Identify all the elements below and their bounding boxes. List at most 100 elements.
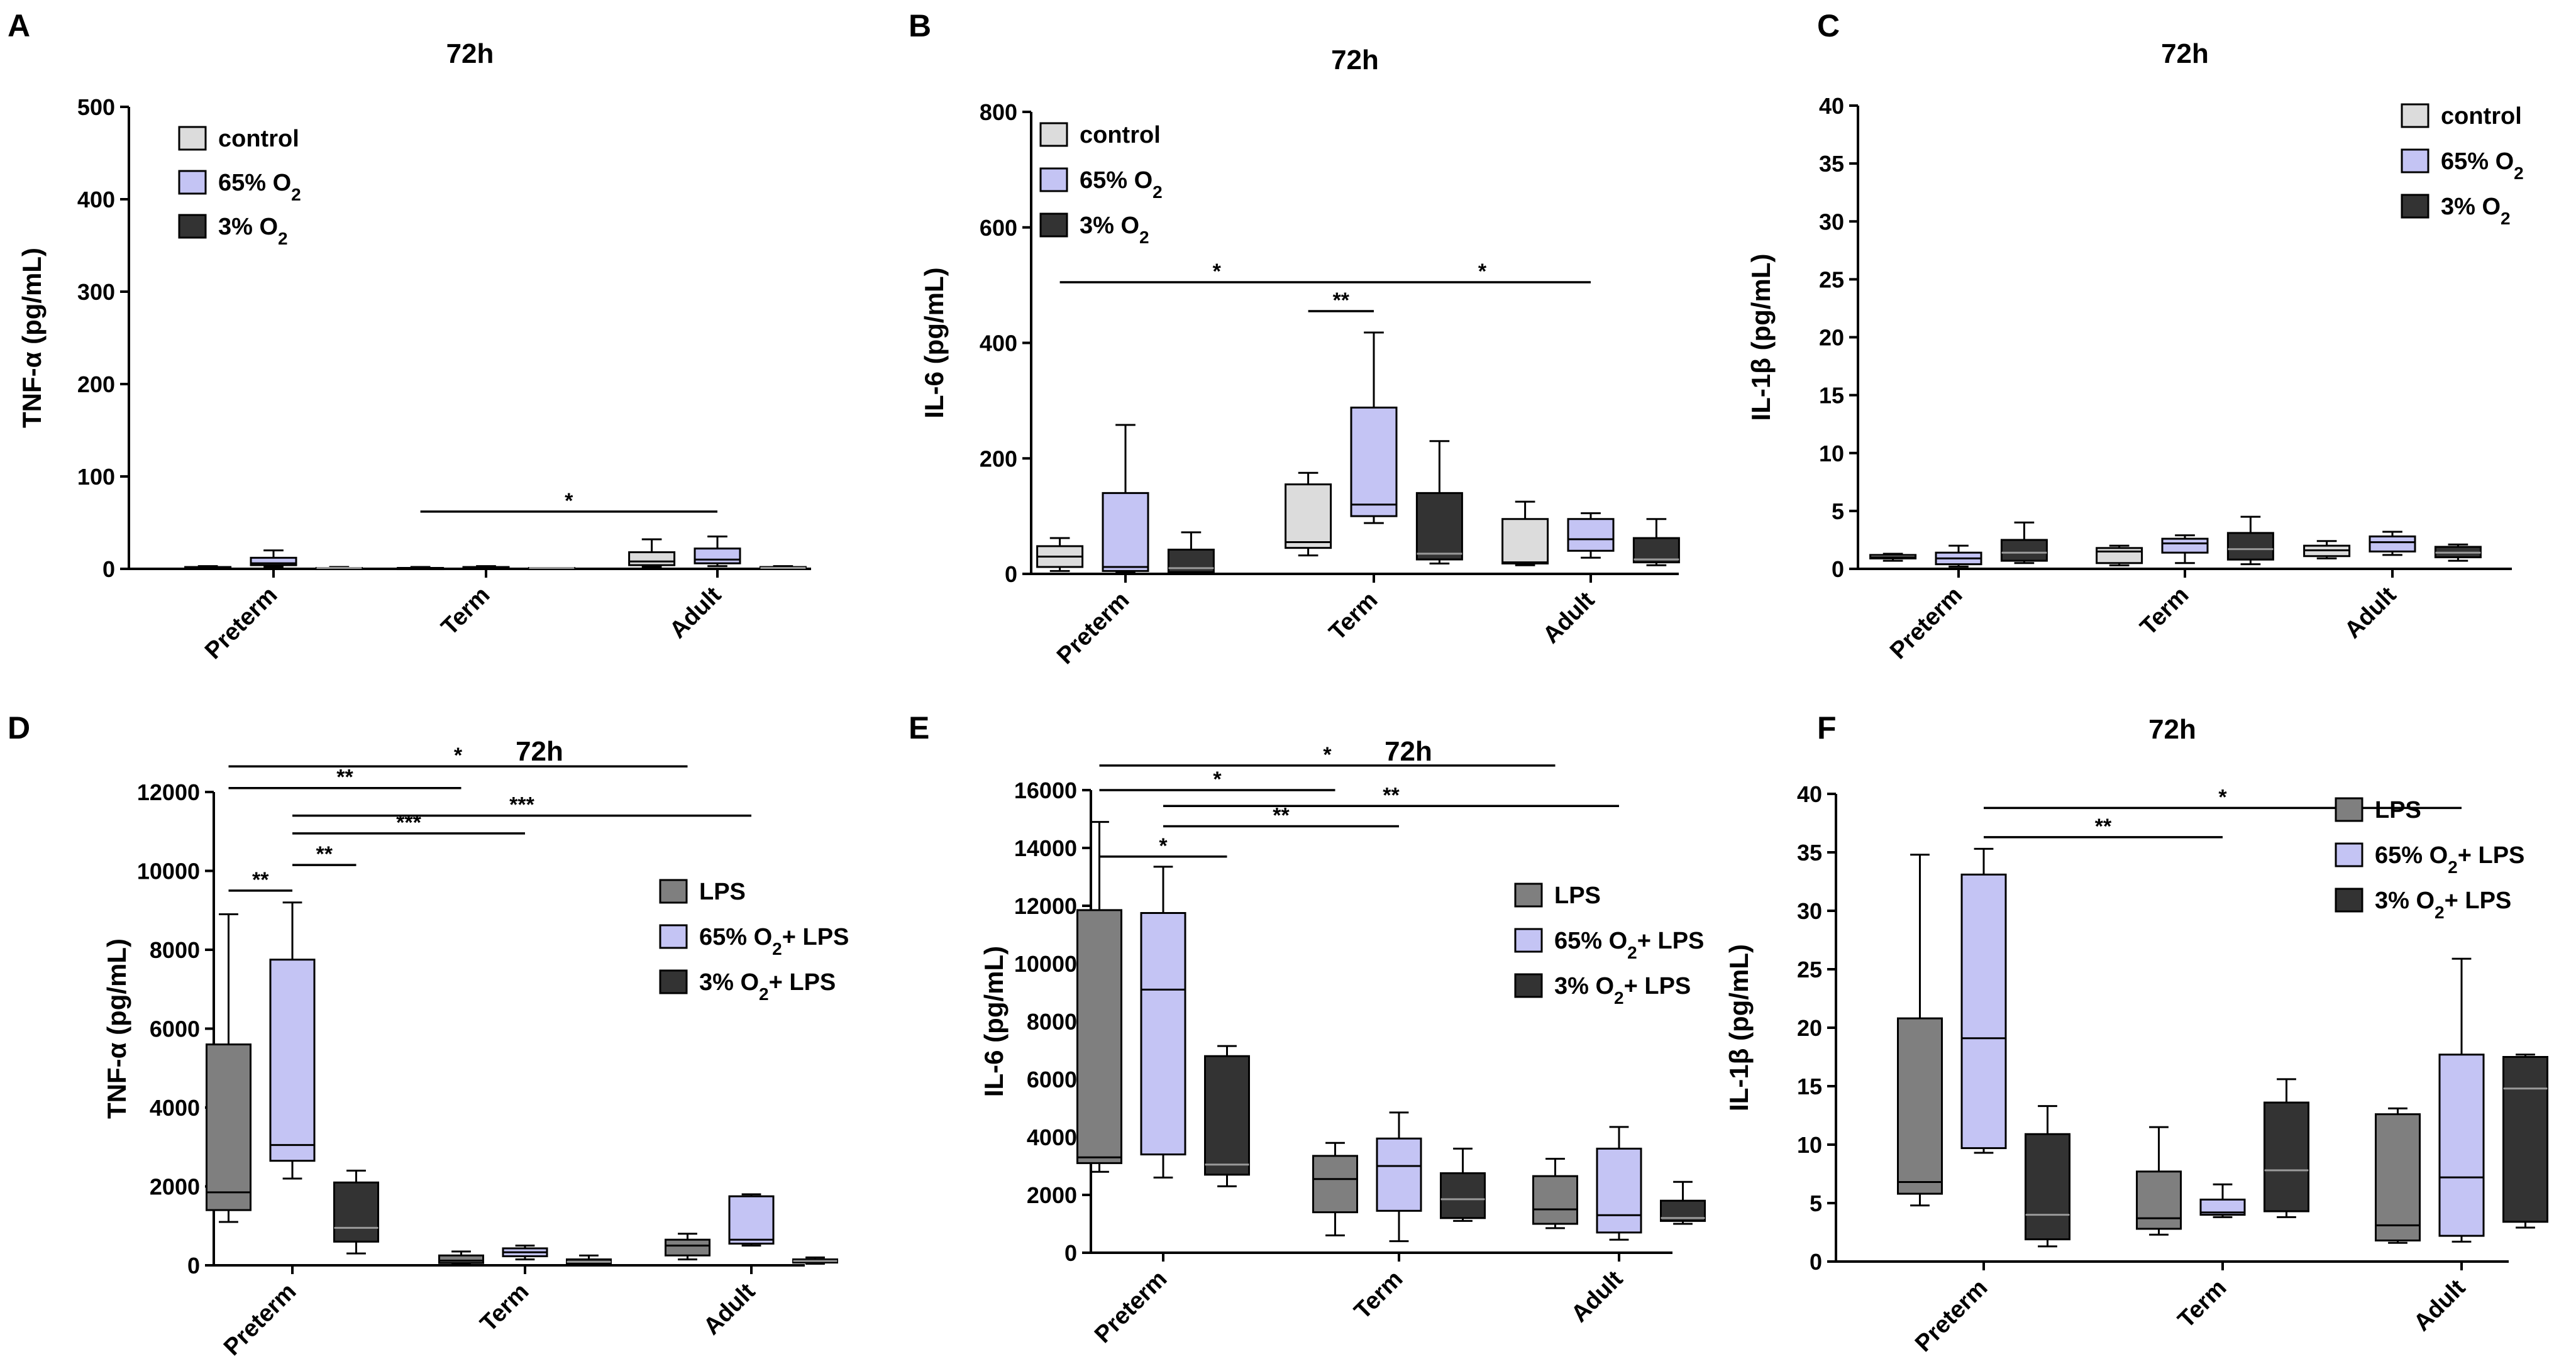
y-tick-label: 400 [77,187,115,212]
y-tick-label: 12000 [1014,893,1077,919]
box-term-1 [2199,1183,2246,1218]
box-term-0 [1312,1141,1358,1236]
box-iqr [1501,518,1549,564]
box-adult-0 [2303,540,2351,559]
box-adult-2 [1660,1180,1706,1225]
y-tick-label: 15 [1797,1074,1822,1099]
legend-swatch [2401,148,2430,173]
panel-letter: E [909,710,929,745]
box-iqr [333,1181,379,1243]
box-preterm-1 [1935,544,1982,568]
y-tick-label: 12000 [137,779,200,805]
box-preterm-1 [1960,847,2007,1154]
legend-item: LPS [659,879,746,905]
y-tick-label: 6000 [1027,1067,1077,1092]
y-tick-label: 16000 [1014,778,1077,803]
box-iqr [269,959,316,1162]
legend-item: control [1039,122,1161,148]
y-tick-label: 300 [77,279,115,305]
box-iqr [665,1238,710,1257]
y-tick-label: 0 [1064,1240,1077,1266]
legend-swatch [659,879,688,904]
box-adult-1 [728,1193,775,1247]
box-iqr [1076,909,1122,1164]
significance-label: * [565,489,573,513]
y-tick-label: 30 [1819,209,1844,234]
box-iqr [2000,539,2048,562]
y-tick-label: 40 [1819,93,1844,119]
box-adult-2 [1632,518,1680,566]
panel-letter: C [1817,8,1840,43]
box-adult-2 [2502,1053,2548,1229]
y-axis-label: TNF-α (pg/mL) [17,248,47,428]
box-iqr [2502,1056,2548,1223]
box-iqr [1567,518,1615,552]
box-preterm-2 [333,1169,379,1255]
legend-swatch [178,126,207,151]
box-adult-0 [628,538,676,568]
box-iqr [2369,535,2416,553]
box-iqr [1376,1137,1422,1212]
legend-swatch [1039,122,1068,147]
significance-label: ** [1333,289,1350,312]
box-adult-0 [665,1233,710,1261]
legend-label: control [218,126,299,152]
box-iqr [1140,912,1186,1156]
box-iqr [2375,1113,2421,1242]
y-tick-label: 600 [980,215,1017,241]
box-term-2 [2264,1078,2309,1218]
y-tick-label: 4000 [1027,1125,1077,1150]
box-term-2 [1440,1147,1486,1222]
significance-label: ** [1383,783,1400,807]
box-iqr [1532,1175,1578,1225]
chart-title: 72h [446,38,494,69]
box-preterm-0 [1036,537,1084,572]
box-preterm-2 [2000,521,2048,564]
legend-swatch [1514,883,1543,908]
y-tick-label: 30 [1797,898,1822,924]
box-iqr [1897,1017,1943,1195]
box-adult-2 [2434,543,2482,562]
box-iqr [438,1254,484,1264]
box-term-0 [438,1250,484,1265]
box-term-1 [502,1245,548,1261]
box-preterm-2 [1204,1045,1250,1187]
panel-e: E 72h IL-6 (pg/mL) 0 2000 4000 6000 8000 10000 12… [909,710,1706,1348]
y-tick-label: 800 [980,99,1017,125]
y-tick-label: 25 [1819,267,1844,292]
box-iqr [2096,547,2143,564]
y-tick-label: 0 [1005,561,1017,587]
y-tick-label: 2000 [150,1174,200,1200]
box-adult-0 [1532,1158,1578,1229]
box-iqr [1102,492,1149,572]
legend-label: LPS [699,879,746,905]
y-tick-label: 35 [1797,840,1822,866]
y-tick-label: 14000 [1014,835,1077,861]
panel-letter: B [909,8,931,43]
box-iqr [2025,1133,2070,1241]
legend-item: control [2401,103,2522,129]
significance-label: * [454,744,463,767]
box-preterm-1 [250,549,297,568]
legend-label: control [2441,103,2522,129]
y-tick-label: 200 [980,446,1017,471]
box-iqr [2226,532,2274,561]
y-tick-label: 5 [1832,498,1844,524]
chart-title: 72h [1385,736,1432,767]
legend-swatch [2335,842,2363,867]
box-preterm-2 [1167,531,1215,575]
box-term-2 [528,567,575,571]
y-tick-label: 4000 [150,1095,200,1121]
y-tick-label: 0 [102,556,115,582]
y-tick-label: 500 [77,94,115,120]
box-preterm-1 [269,901,316,1180]
legend-swatch [178,214,207,239]
box-term-1 [2161,534,2209,564]
panel-letter: D [8,710,30,745]
legend-swatch [2401,103,2430,128]
legend-swatch [1514,973,1543,998]
legend-item: control [178,126,299,152]
box-iqr [1960,873,2007,1150]
box-term-0 [397,566,445,571]
